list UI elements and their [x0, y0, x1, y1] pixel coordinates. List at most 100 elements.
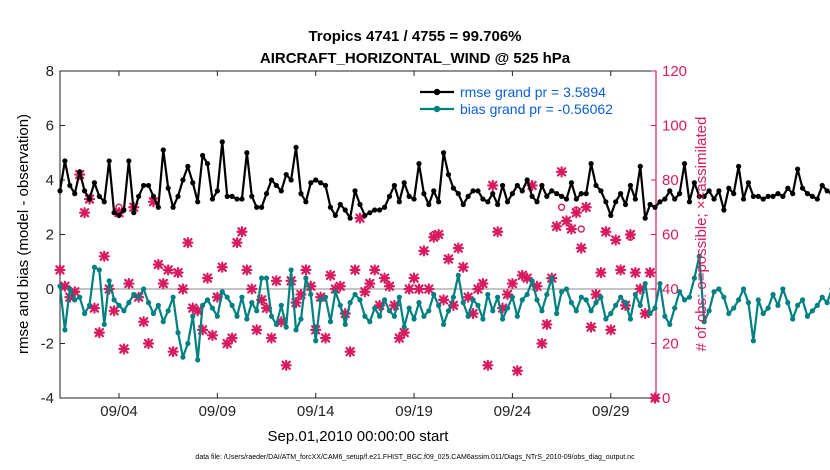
- obs-assimilated-marker: [162, 264, 174, 276]
- bias-point: [558, 289, 565, 295]
- obs-possible-marker: [626, 233, 635, 241]
- bias-point: [165, 308, 171, 314]
- bias-point: [495, 294, 501, 300]
- rmse-point: [490, 191, 496, 197]
- rmse-point: [662, 196, 668, 202]
- x-tick-label: 09/04: [100, 403, 138, 420]
- x-tick-label: 09/24: [494, 403, 532, 420]
- obs-assimilated-marker: [172, 267, 184, 279]
- obs-assimilated-marker: [344, 346, 356, 358]
- obs-assimilated-marker: [462, 291, 474, 303]
- bias-point: [229, 302, 235, 308]
- bias-point: [711, 289, 717, 295]
- bias-point: [726, 310, 732, 317]
- rmse-point: [81, 188, 88, 194]
- obs-assimilated-marker: [241, 264, 253, 276]
- plot-frame: [59, 70, 657, 399]
- bias-point: [731, 305, 737, 311]
- bias-point: [81, 310, 88, 317]
- rmse-point: [765, 193, 771, 199]
- obs-assimilated-marker: [113, 207, 125, 219]
- obs-assimilated-marker: [69, 286, 81, 298]
- rmse-point: [470, 188, 476, 194]
- rmse-point: [760, 196, 766, 202]
- bias-point: [662, 313, 668, 319]
- bias-point: [352, 291, 358, 298]
- rmse-point: [67, 182, 73, 189]
- rmse-point: [544, 193, 550, 199]
- obs-assimilated-marker: [457, 261, 469, 273]
- obs-assimilated-marker: [629, 267, 641, 279]
- obs-assimilated-marker: [536, 337, 548, 350]
- rmse-point: [386, 193, 393, 199]
- bias-point: [647, 310, 653, 317]
- bias-point: [140, 286, 147, 292]
- rmse-point: [155, 204, 161, 210]
- bias-point: [686, 294, 693, 300]
- obs-assimilated-marker: [329, 283, 341, 295]
- bias-point: [91, 264, 98, 270]
- obs-assimilated-marker: [541, 318, 553, 331]
- rmse-point: [711, 196, 717, 202]
- obs-assimilated-marker: [108, 305, 120, 317]
- bias-point: [642, 280, 648, 287]
- rmse-point: [436, 199, 442, 205]
- rmse-point: [77, 169, 83, 175]
- rmse-point: [563, 196, 570, 202]
- obs-assimilated-marker: [280, 359, 292, 371]
- rmse-point: [588, 161, 594, 167]
- obs-assimilated-marker: [610, 234, 622, 246]
- bias-point: [465, 313, 471, 319]
- rmse-point: [283, 171, 289, 178]
- rmse-point: [799, 185, 806, 191]
- bias-point: [273, 321, 279, 328]
- rmse-point: [480, 196, 486, 202]
- obs-assimilated-marker: [447, 299, 459, 311]
- obs-assimilated-marker: [565, 223, 578, 235]
- rmse-point: [637, 163, 643, 169]
- obs-assimilated-marker: [433, 228, 445, 241]
- rmse-point: [460, 201, 466, 208]
- rmse-point: [514, 182, 520, 189]
- rmse-point: [111, 210, 117, 216]
- obs-assimilated-marker: [487, 179, 499, 192]
- bias-point: [283, 324, 289, 330]
- rmse-point: [372, 207, 378, 213]
- obs-assimilated-marker: [501, 288, 514, 301]
- bias-point: [391, 313, 397, 319]
- obs-assimilated-marker: [93, 327, 105, 339]
- rmse-point: [362, 212, 368, 219]
- right-y-tick-label: 120: [662, 63, 687, 80]
- bias-point: [617, 294, 624, 300]
- bias-point: [608, 310, 614, 317]
- obs-assimilated-marker: [182, 237, 194, 249]
- bias-point: [637, 302, 643, 308]
- obs-assimilated-marker: [206, 329, 219, 341]
- obs-assimilated-marker: [197, 324, 209, 336]
- chart-title-line1: Tropics 4741 / 4755 = 99.706%: [308, 28, 521, 45]
- obs-assimilated-marker: [270, 275, 282, 287]
- bias-point: [445, 308, 452, 314]
- obs-assimilated-marker: [393, 332, 405, 344]
- rmse-point: [62, 158, 68, 164]
- left-y-tick-label: 4: [46, 172, 54, 189]
- rmse-point: [229, 193, 235, 199]
- rmse-point: [357, 201, 363, 208]
- rmse-point: [367, 210, 373, 216]
- rmse-point: [549, 188, 555, 194]
- rmse-point: [647, 201, 653, 208]
- rmse-point: [396, 199, 402, 205]
- rmse-point: [775, 191, 781, 197]
- bias-point: [131, 291, 137, 298]
- rmse-point: [652, 204, 658, 210]
- obs-assimilated-marker: [516, 269, 528, 281]
- rmse-point: [219, 139, 225, 145]
- bias-point: [209, 305, 216, 311]
- rmse-point: [347, 215, 353, 221]
- bias-point: [396, 294, 402, 300]
- obs-assimilated-marker: [359, 286, 371, 298]
- bias-point: [244, 316, 250, 322]
- bias-point: [554, 310, 560, 317]
- bias-point: [588, 308, 594, 314]
